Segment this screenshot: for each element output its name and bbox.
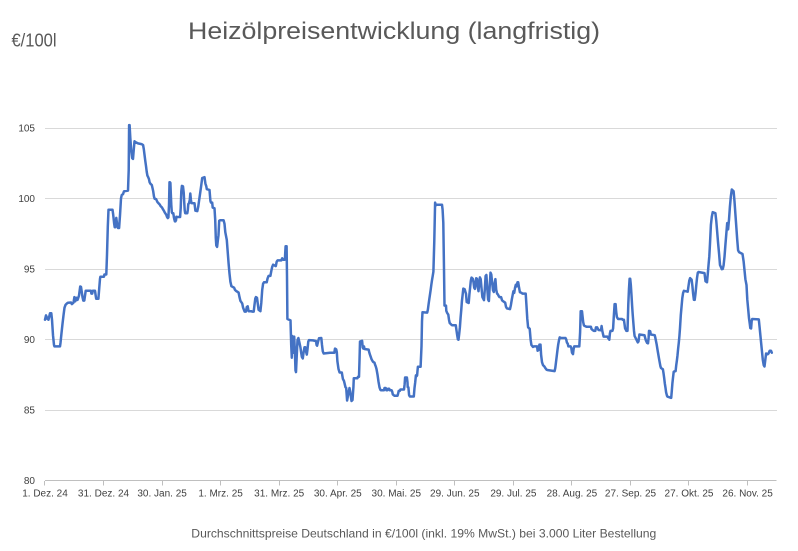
svg-text:29. Jul. 25: 29. Jul. 25	[490, 489, 537, 500]
svg-text:85: 85	[24, 405, 36, 416]
svg-text:Heizölpreisentwicklung (langfr: Heizölpreisentwicklung (langfristig)	[188, 18, 600, 45]
svg-text:Durchschnittspreise Deutschlan: Durchschnittspreise Deutschland in €/100…	[191, 527, 656, 541]
svg-text:95: 95	[24, 265, 36, 276]
svg-text:80: 80	[24, 476, 36, 487]
svg-text:1. Dez. 24: 1. Dez. 24	[22, 489, 68, 500]
svg-text:105: 105	[18, 124, 35, 135]
svg-text:1. Mrz. 25: 1. Mrz. 25	[198, 489, 243, 500]
svg-text:30. Mai. 25: 30. Mai. 25	[372, 489, 422, 500]
svg-text:29. Jun. 25: 29. Jun. 25	[430, 489, 480, 500]
svg-text:100: 100	[18, 194, 35, 205]
svg-text:27. Okt. 25: 27. Okt. 25	[665, 489, 714, 500]
svg-text:31. Dez. 24: 31. Dez. 24	[78, 489, 130, 500]
svg-text:€/100l: €/100l	[12, 31, 57, 51]
svg-text:26. Nov. 25: 26. Nov. 25	[722, 489, 773, 500]
svg-text:28. Aug. 25: 28. Aug. 25	[547, 489, 598, 500]
svg-text:30. Apr. 25: 30. Apr. 25	[314, 489, 362, 500]
svg-text:31. Mrz. 25: 31. Mrz. 25	[254, 489, 304, 500]
svg-text:90: 90	[24, 335, 36, 346]
svg-text:27. Sep. 25: 27. Sep. 25	[605, 489, 657, 500]
svg-text:30. Jan. 25: 30. Jan. 25	[137, 489, 187, 500]
